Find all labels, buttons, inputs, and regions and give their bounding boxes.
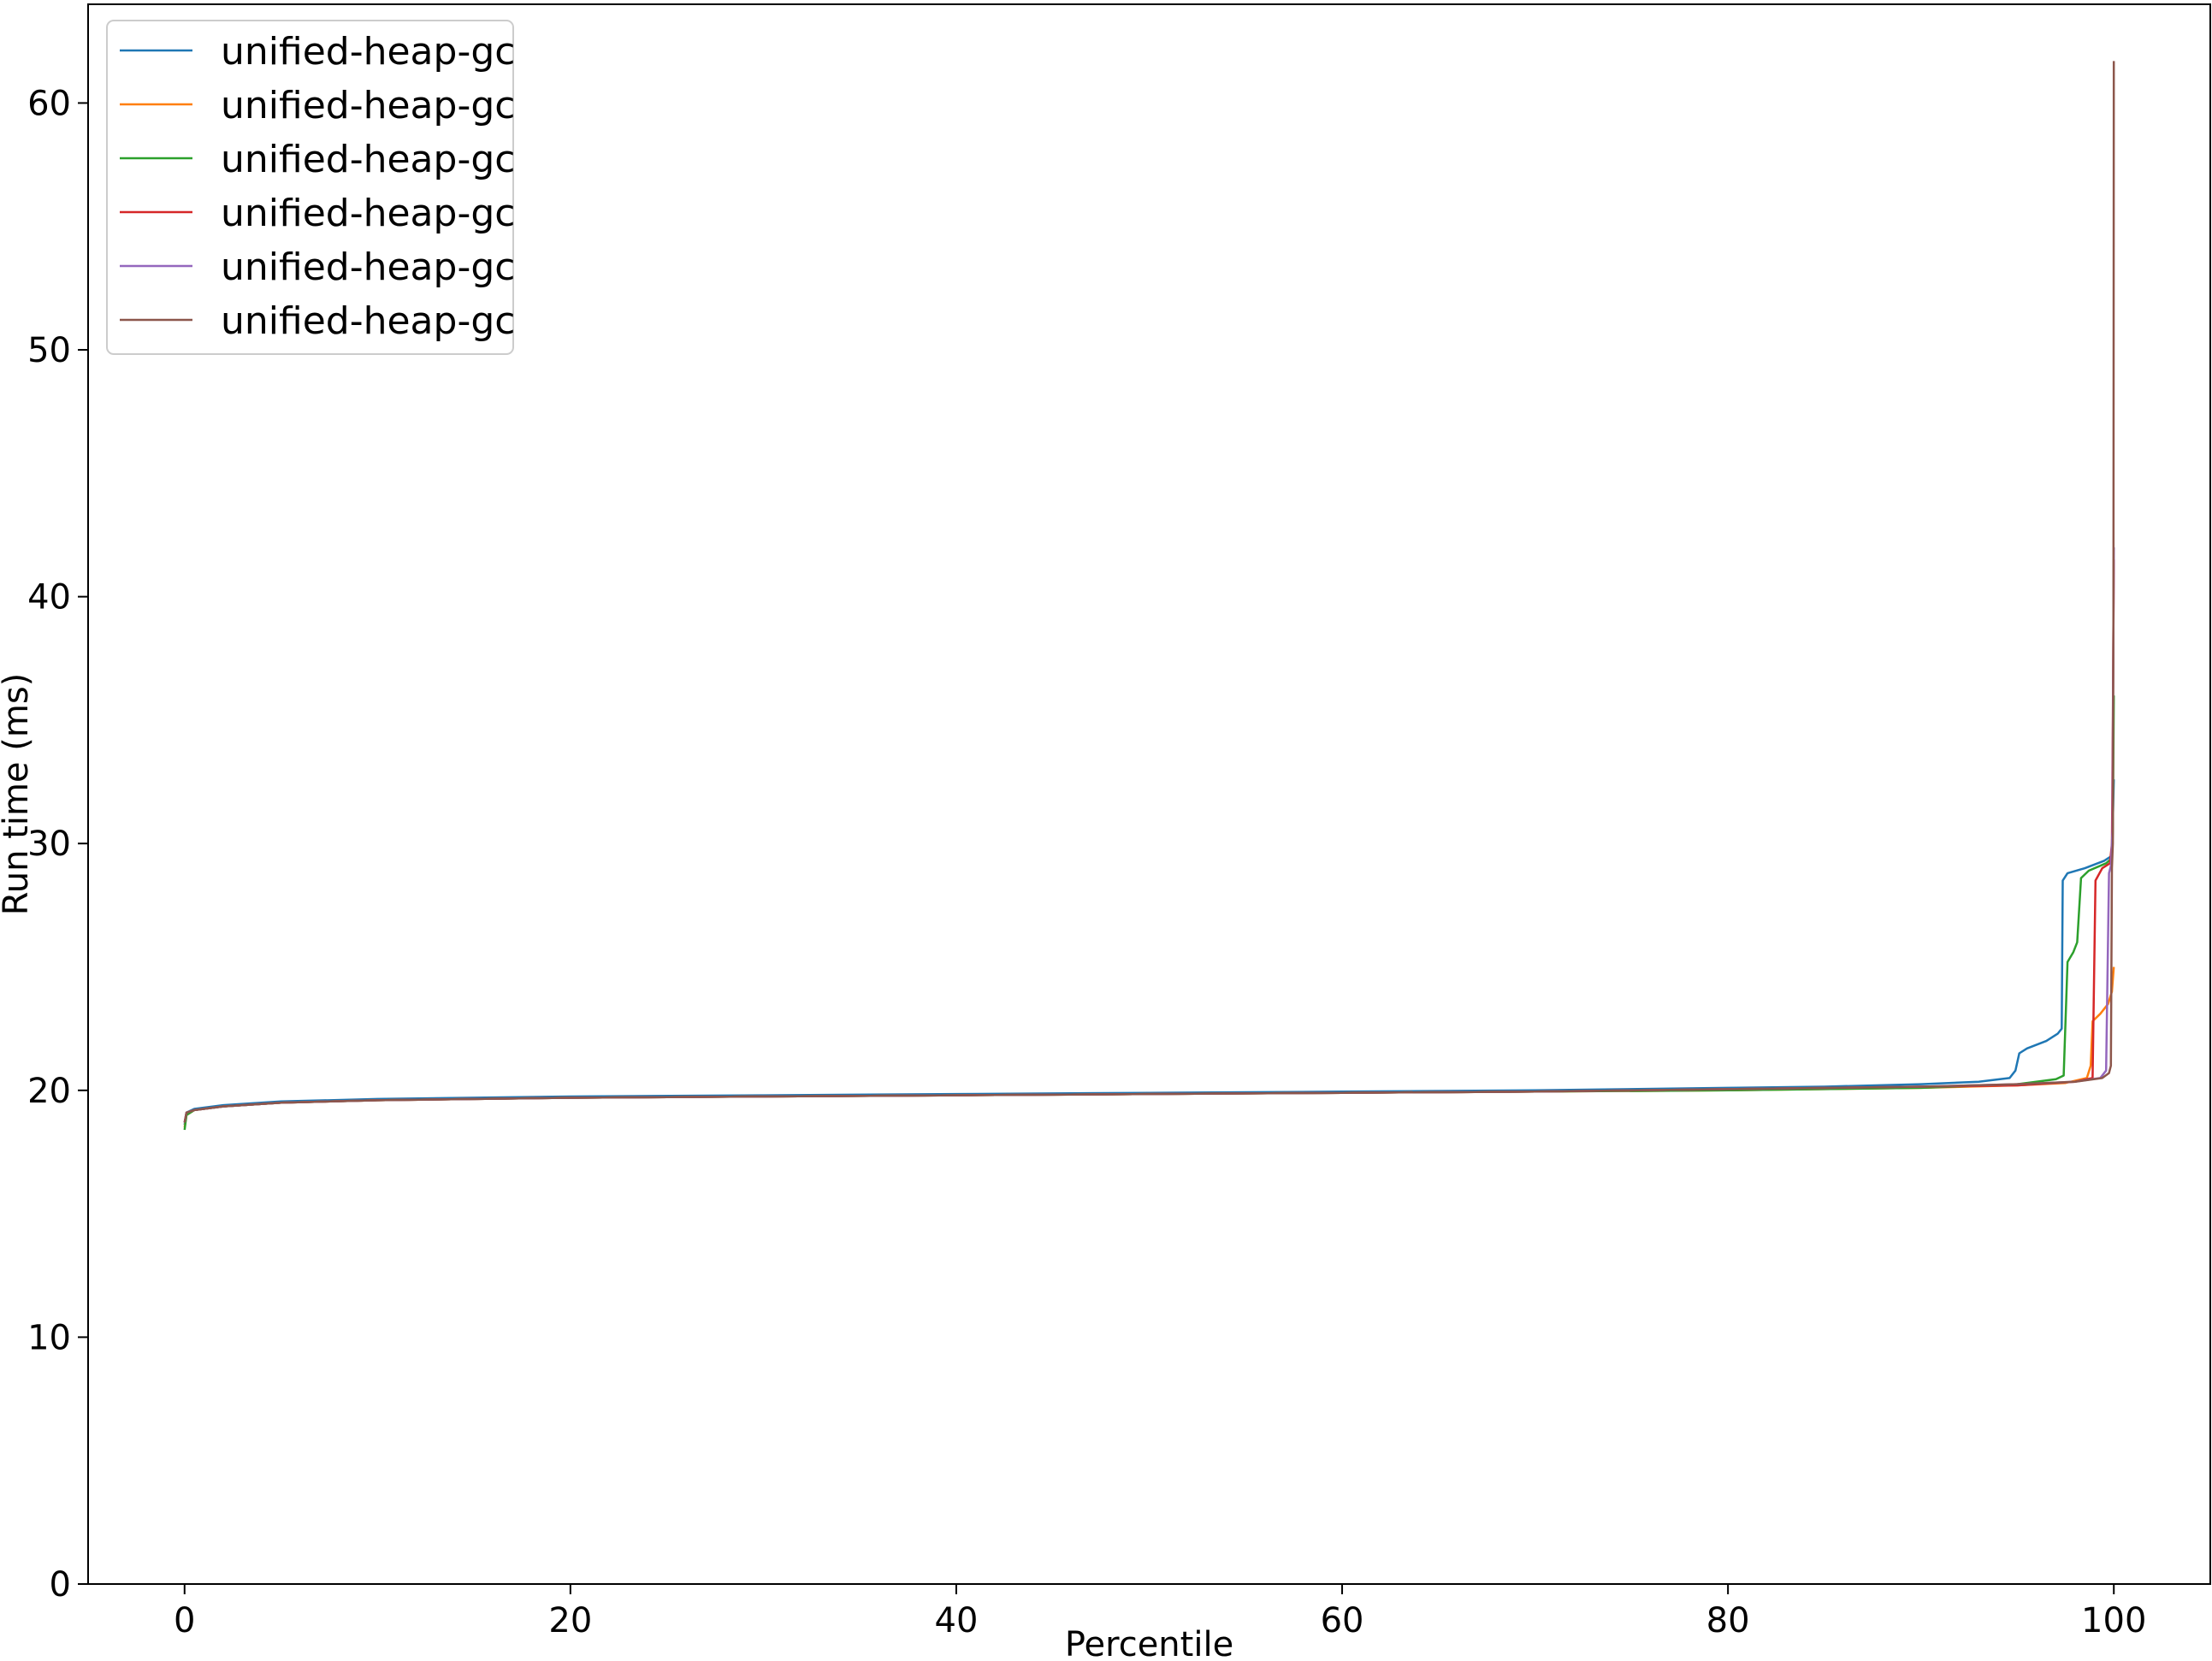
plot-lines <box>183 61 2115 1131</box>
legend-label-6: unified-heap-gc <box>221 299 515 343</box>
x-tick-label: 0 <box>174 1601 195 1640</box>
x-tick-label: 80 <box>1706 1601 1750 1640</box>
plot-frame <box>87 3 2211 1585</box>
x-axis-label: Percentile <box>1065 1625 1233 1661</box>
series-line-5 <box>183 547 2115 1123</box>
series-line-2 <box>183 966 2115 1128</box>
legend-label-5: unified-heap-gc <box>221 245 515 289</box>
legend: unified-heap-gc unified-heap-gc unified-he… <box>106 20 515 355</box>
series-line-6 <box>183 61 2115 1123</box>
legend-label-4: unified-heap-gc <box>221 192 515 235</box>
x-tick-label: 40 <box>935 1601 979 1640</box>
legend-label-3: unified-heap-gc <box>221 138 515 181</box>
y-tick-label: 60 <box>27 84 71 123</box>
y-tick-label: 40 <box>27 578 71 618</box>
legend-label-1: unified-heap-gc <box>221 30 515 74</box>
series-line-3 <box>183 695 2115 1131</box>
series-line-4 <box>183 559 2115 1123</box>
y-tick-label: 20 <box>27 1072 71 1111</box>
series-line-1 <box>183 779 2115 1126</box>
legend-label-2: unified-heap-gc <box>221 84 515 127</box>
x-tick-label: 100 <box>2081 1601 2146 1640</box>
y-tick-label: 10 <box>27 1318 71 1357</box>
y-tick-label: 30 <box>27 825 71 864</box>
y-tick-label: 0 <box>50 1565 71 1605</box>
x-tick-label: 20 <box>548 1601 592 1640</box>
y-axis-label: Run time (ms) <box>0 673 36 916</box>
x-tick-label: 60 <box>1321 1601 1364 1640</box>
legend-box <box>106 20 514 355</box>
x-axis-ticks: 0 20 40 60 80 100 <box>174 1584 2146 1640</box>
y-tick-label: 50 <box>27 331 71 370</box>
y-axis-ticks: 0 10 20 30 40 50 60 <box>27 84 88 1605</box>
